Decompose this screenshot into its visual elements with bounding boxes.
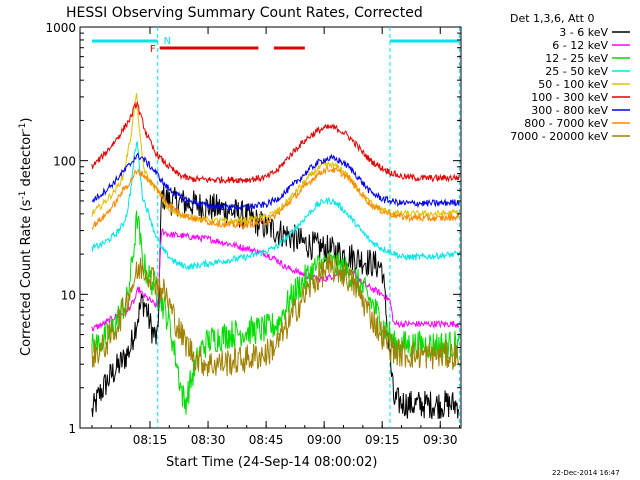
y-axis-label-sup-2: -1 [18,123,28,132]
y-axis-label-part-2: detector [19,131,34,191]
x-tick-label: 09:15 [365,433,400,447]
legend-header: Det 1,3,6, Att 0 [510,12,594,25]
x-axis-label: Start Time (24-Sep-14 08:00:02) [166,455,377,470]
legend-label: 300 - 800 keV [531,104,608,117]
date-stamp: 22-Dec-2014 16:47 [552,469,620,477]
legend-label: 50 - 100 keV [538,78,608,91]
x-tick-label: 08:45 [249,433,284,447]
series-line-8 [91,165,460,230]
legend-label: 25 - 50 keV [545,65,608,78]
legend-label: 12 - 25 keV [545,52,608,65]
y-axis-label-part-3: ) [19,118,34,123]
y-axis-label: Corrected Count Rate (s-1 detector-1) [18,118,34,356]
legend-label: 7000 - 20000 keV [510,130,608,143]
plot-frame [79,26,462,429]
series-line-9 [91,254,460,377]
series-line-2 [91,228,460,332]
x-tick-label: 09:30 [423,433,458,447]
legend-label: 3 - 6 keV [559,26,608,39]
y-tick-label: 100 [53,155,76,169]
series-line-6 [91,101,460,184]
x-tick-label: 09:00 [307,433,342,447]
series-line-1 [91,184,460,420]
status-flags: NF [91,36,460,55]
data-series [91,92,460,420]
legend-label: 100 - 300 keV [531,91,608,104]
y-axis-label-sup-1: -1 [18,191,28,200]
y-tick-label: 10 [61,288,76,302]
eclipse-lines [157,27,461,428]
legend-label: 800 - 7000 keV [524,117,608,130]
x-tick-label: 08:30 [191,433,226,447]
chart-title: HESSI Observing Summary Count Rates, Cor… [66,5,423,21]
axis-ticks: 08:15 08:30 08:45 09:00 09:15 09:30 1 10 100 1000 [45,21,461,447]
series-line-5 [91,92,460,226]
x-tick-label: 08:15 [133,433,168,447]
y-axis-label-part-1: Corrected Count Rate (s [19,199,34,356]
flare-flag-label: F [150,44,156,55]
series-line-7 [91,152,460,211]
night-flag-label: N [164,36,171,47]
y-tick-label: 1 [68,422,76,436]
plot-area: NF 08:15 08:30 08:45 09:00 09:15 09:30 1 10 100 1… [45,21,462,447]
series-line-4 [91,141,460,271]
legend-label: 6 - 12 keV [552,39,608,52]
y-tick-label: 1000 [45,21,76,35]
